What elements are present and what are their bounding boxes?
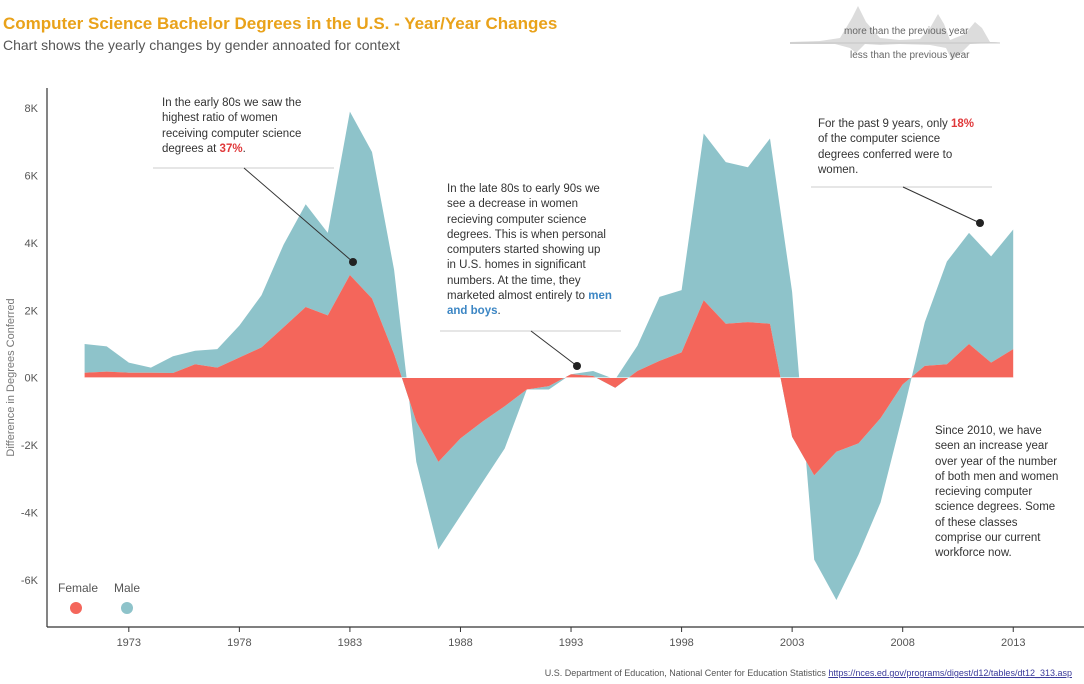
annotation-past9-highlight: 18% bbox=[950, 118, 974, 130]
x-tick-label: 2008 bbox=[890, 637, 914, 649]
annotation-late80s-text: In the late 80s to early 90s we see a de… bbox=[447, 183, 606, 303]
y-tick-label: 6K bbox=[25, 171, 39, 183]
y-axis-label: Difference in Degrees Conferred bbox=[5, 298, 17, 456]
x-tick-label: 1973 bbox=[117, 637, 141, 649]
x-tick-label: 1998 bbox=[669, 637, 693, 649]
annotation-past9: For the past 9 years, only 18% of the co… bbox=[818, 117, 983, 178]
annotation-connector-past9 bbox=[902, 186, 981, 224]
female-series-area bbox=[84, 275, 1014, 476]
annotation-marker-past9 bbox=[976, 219, 984, 227]
chart-subtitle: Chart shows the yearly changes by gender… bbox=[3, 37, 400, 53]
source-note: U.S. Department of Education, National C… bbox=[545, 668, 1072, 678]
mini-legend: more than the previous year less than th… bbox=[790, 4, 1000, 64]
y-tick-label: 2K bbox=[25, 305, 39, 317]
annotation-marker-early80s bbox=[349, 258, 357, 266]
annotation-connector-late80s bbox=[530, 330, 578, 367]
annotation-connector-early80s bbox=[243, 167, 354, 263]
y-tick-label: -2K bbox=[21, 440, 39, 452]
annotation-marker-late80s bbox=[573, 362, 581, 370]
legend-male-label: Male bbox=[114, 581, 141, 595]
y-tick-label: 4K bbox=[25, 238, 39, 250]
annotation-early80s: In the early 80s we saw the highest rati… bbox=[162, 96, 322, 157]
male-series-area bbox=[84, 111, 1014, 600]
y-tick-label: -6K bbox=[21, 575, 39, 587]
x-tick-label: 2013 bbox=[1001, 637, 1025, 649]
annotation-late80s-highlight: men and boys bbox=[447, 290, 612, 318]
x-tick-label: 1988 bbox=[448, 637, 472, 649]
y-axis-ticks: -6K -4K -2K 0K 2K 4K 6K 8K bbox=[21, 103, 39, 587]
x-axis-ticks: 1973 1978 1983 1988 1993 1998 2003 2008 2013 bbox=[117, 627, 1025, 649]
annotation-early80s-text: In the early 80s we saw the highest rati… bbox=[162, 97, 302, 155]
annotation-early80s-end: . bbox=[242, 142, 246, 155]
mini-legend-less-label: less than the previous year bbox=[850, 50, 970, 61]
source-text: U.S. Department of Education, National C… bbox=[544, 668, 829, 678]
mini-legend-shape bbox=[790, 6, 1000, 60]
source-link[interactable]: https://nces.ed.gov/programs/digest/d12/… bbox=[828, 668, 1072, 678]
y-tick-label: 0K bbox=[25, 373, 39, 385]
annotation-past9-end: of the computer science degrees conferre… bbox=[818, 133, 953, 176]
x-tick-label: 1978 bbox=[227, 637, 251, 649]
annotation-late80s: In the late 80s to early 90s we see a de… bbox=[447, 182, 612, 320]
legend-male-swatch[interactable] bbox=[121, 602, 133, 614]
mini-legend-sparkline bbox=[790, 6, 1000, 60]
annotation-late80s-end: . bbox=[497, 305, 501, 318]
x-tick-label: 1983 bbox=[338, 637, 362, 649]
y-tick-label: 8K bbox=[25, 103, 39, 115]
legend-female-swatch[interactable] bbox=[70, 602, 82, 614]
annotation-since2010: Since 2010, we have seen an increase yea… bbox=[935, 425, 1059, 560]
x-tick-label: 1993 bbox=[559, 637, 583, 649]
mini-legend-more-label: more than the previous year bbox=[844, 26, 969, 37]
y-tick-label: -4K bbox=[21, 507, 39, 519]
legend-female-label: Female bbox=[58, 581, 99, 595]
chart-title: Computer Science Bachelor Degrees in the… bbox=[3, 14, 558, 33]
x-tick-label: 2003 bbox=[780, 637, 804, 649]
annotation-early80s-highlight: 37% bbox=[219, 142, 243, 155]
annotation-past9-text: For the past 9 years, only bbox=[818, 118, 951, 130]
